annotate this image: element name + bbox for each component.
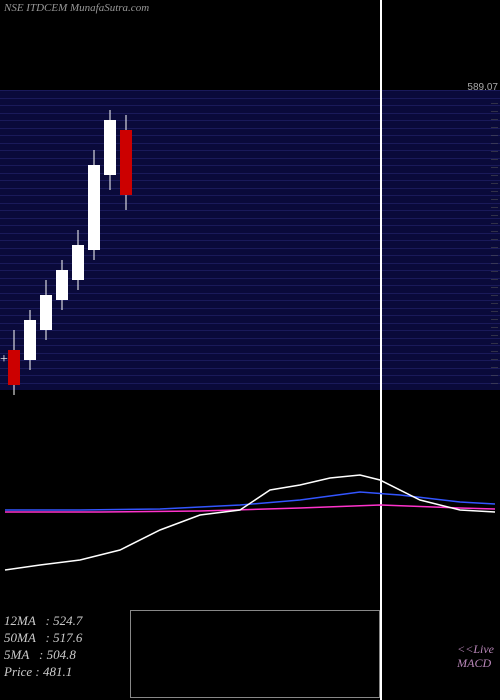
macd-label: <<Live MACD [457, 642, 494, 670]
live-macd-box [130, 610, 380, 698]
stat-row: 50MA : 517.6 [4, 629, 82, 646]
stat-row: Price : 481.1 [4, 663, 82, 680]
macd-label-line1: <<Live [457, 642, 494, 656]
macd-label-line2: MACD [457, 656, 494, 670]
chart-area: NSE ITDCEM MunafaSutra.com 589.07 ——————… [0, 0, 500, 700]
stats-block: 12MA : 524.750MA : 517.65MA : 504.8Price… [4, 612, 82, 680]
indicator-line-pink [5, 505, 495, 512]
indicator-panel [0, 0, 500, 700]
chart-title: NSE ITDCEM MunafaSutra.com [4, 2, 149, 14]
indicator-line-white [5, 475, 495, 570]
stat-row: 12MA : 524.7 [4, 612, 82, 629]
stat-row: 5MA : 504.8 [4, 646, 82, 663]
